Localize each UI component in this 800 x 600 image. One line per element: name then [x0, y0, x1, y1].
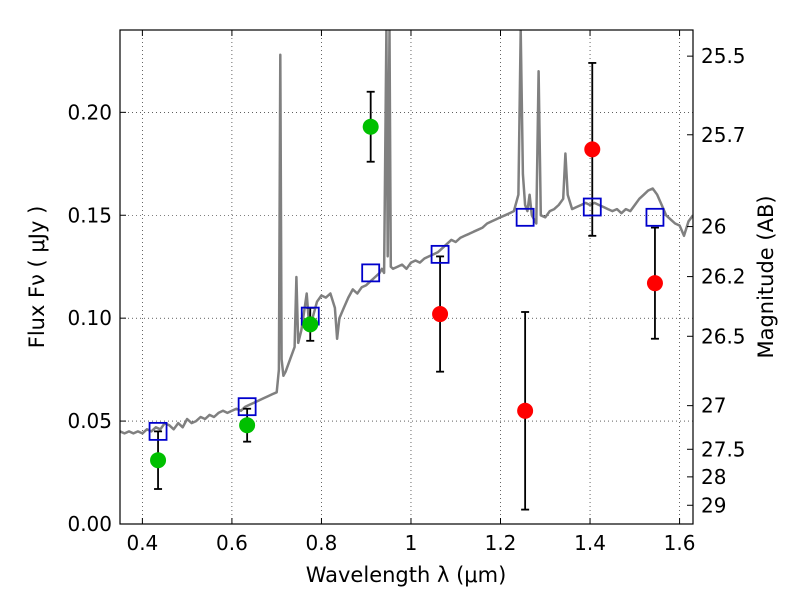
- model-square: [582, 197, 602, 217]
- x-tick-label: 0.6: [216, 531, 248, 555]
- right-tick-label: 27.5: [701, 437, 746, 461]
- spectrum-line: [120, 30, 693, 435]
- infrared-point: [584, 141, 601, 158]
- infrared-point: [432, 306, 449, 323]
- y-axis-title: Flux Fν ( μJy ): [25, 206, 49, 349]
- model-square: [430, 244, 450, 264]
- x-tick-label: 1: [405, 531, 418, 555]
- right-tick-label: 27: [701, 394, 726, 418]
- y-tick-label: 0.15: [67, 203, 112, 227]
- y-tick-label: 0.20: [67, 100, 112, 124]
- x-tick-label: 1.6: [664, 531, 696, 555]
- infrared-point: [646, 275, 663, 292]
- model-square: [148, 421, 168, 441]
- observed-points: [150, 118, 663, 469]
- right-tick-label: 29: [701, 493, 726, 517]
- right-tick-label: 28: [701, 465, 726, 489]
- model-square: [237, 397, 257, 417]
- optical-point: [302, 316, 319, 333]
- right-tick-label: 25.5: [701, 44, 746, 68]
- y-tick-label: 0.00: [67, 512, 112, 536]
- optical-point: [150, 452, 167, 469]
- infrared-point: [517, 402, 534, 419]
- spectrum-series: [120, 30, 693, 435]
- right-axis-title: Magnitude (AB): [754, 195, 778, 358]
- model-square: [361, 263, 381, 283]
- x-tick-label: 0.8: [306, 531, 338, 555]
- x-axis-title: Wavelength λ (μm): [306, 563, 507, 587]
- model-points: [148, 197, 665, 441]
- right-tick-label: 26: [701, 215, 726, 239]
- right-tick-label: 26.5: [701, 324, 746, 348]
- plot-frame: [119, 29, 694, 525]
- y-tick-label: 0.05: [67, 409, 112, 433]
- optical-point: [362, 118, 379, 135]
- x-tick-label: 1.2: [485, 531, 517, 555]
- right-tick-label: 25.7: [701, 123, 746, 147]
- y-tick-label: 0.10: [67, 306, 112, 330]
- right-tick-label: 26.2: [701, 265, 746, 289]
- x-tick-label: 0.4: [126, 531, 158, 555]
- axes: 0.4 0.6 0.8 1 1.2 1.4 1.6 0.00 0.05 0.10 0.15 0.20 2…: [67, 30, 746, 555]
- optical-point: [239, 417, 256, 434]
- model-square: [645, 207, 665, 227]
- error-bars: [154, 62, 659, 511]
- x-tick-label: 1.4: [574, 531, 606, 555]
- model-square: [515, 207, 535, 227]
- grid-lines: [120, 30, 693, 525]
